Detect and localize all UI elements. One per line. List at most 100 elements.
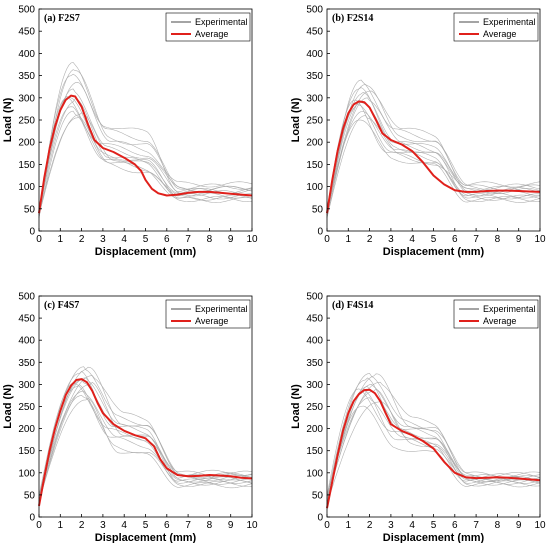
y-tick-label: 100 — [306, 182, 323, 193]
experimental-curve — [326, 99, 541, 210]
legend-average-label: Average — [195, 29, 228, 39]
panel-title: (d) F4S14 — [332, 300, 373, 311]
x-axis-label: Displacement (mm) — [383, 532, 485, 543]
y-tick-label: 200 — [306, 424, 323, 435]
average-curve — [326, 100, 541, 214]
y-tick-label: 0 — [317, 513, 323, 524]
experimental-curve — [38, 81, 253, 210]
y-tick-label: 300 — [306, 93, 323, 104]
legend-average-label: Average — [483, 29, 516, 39]
y-tick-label: 450 — [18, 27, 35, 38]
legend-box — [453, 299, 539, 329]
experimental-curve — [38, 112, 253, 216]
experimental-curve — [38, 384, 252, 499]
x-tick-label: 5 — [431, 234, 437, 245]
legend-box — [165, 299, 251, 329]
experimental-curve — [38, 61, 253, 218]
y-axis-label: Load (N) — [2, 384, 14, 429]
average-curve — [38, 94, 253, 214]
x-tick-label: 8 — [495, 520, 501, 531]
experimental-curve — [326, 84, 541, 216]
experimental-curve — [38, 88, 253, 218]
experimental-curve — [38, 110, 253, 218]
y-tick-label: 150 — [18, 446, 35, 457]
y-tick-label: 50 — [312, 204, 324, 215]
y-tick-label: 400 — [18, 49, 35, 60]
x-tick-label: 9 — [228, 234, 234, 245]
y-tick-label: 500 — [18, 5, 35, 16]
x-tick-label: 6 — [452, 520, 458, 531]
legend-experimental-label: Experimental — [483, 17, 536, 27]
experimental-curve — [38, 395, 253, 504]
y-tick-label: 450 — [18, 314, 35, 325]
y-tick-label: 450 — [306, 314, 323, 325]
y-tick-label: 500 — [18, 292, 35, 303]
x-tick-label: 2 — [367, 520, 373, 531]
experimental-curve — [38, 106, 253, 210]
x-tick-label: 7 — [185, 520, 191, 531]
x-tick-label: 8 — [207, 520, 213, 531]
y-tick-label: 100 — [306, 468, 323, 479]
x-tick-label: 5 — [143, 234, 149, 245]
legend-box — [453, 12, 539, 42]
experimental-curve — [326, 400, 541, 504]
experimental-curve — [38, 370, 253, 499]
experimental-curve — [38, 390, 253, 496]
plot-frame — [326, 295, 541, 518]
x-tick-label: 1 — [58, 520, 64, 531]
experimental-curve — [326, 115, 541, 218]
chart-panel: 0 1 2 3 4 5 6 7 8 9 100501001502002503003504004505… — [290, 5, 546, 259]
x-tick-label: 10 — [246, 234, 258, 245]
y-tick-label: 350 — [18, 71, 35, 82]
experimental-curve — [38, 381, 253, 502]
experimental-curve — [38, 95, 253, 216]
y-tick-label: 300 — [18, 380, 35, 391]
y-tick-label: 0 — [29, 227, 35, 238]
x-tick-label: 6 — [164, 520, 170, 531]
y-tick-label: 300 — [18, 93, 35, 104]
y-tick-label: 250 — [18, 402, 35, 413]
chart-panel: 0 1 2 3 4 5 6 7 8 9 100501001502002503003504004505… — [2, 292, 258, 543]
x-tick-label: 0 — [324, 520, 330, 531]
x-axis-label: Displacement (mm) — [95, 532, 197, 543]
chart-panel: 0 1 2 3 4 5 6 7 8 9 100501001502002503003504004505… — [290, 292, 546, 543]
y-tick-label: 250 — [306, 116, 323, 127]
experimental-curve — [326, 87, 541, 213]
x-tick-label: 4 — [409, 234, 415, 245]
x-tick-label: 2 — [79, 234, 85, 245]
y-tick-label: 350 — [306, 71, 323, 82]
y-tick-label: 500 — [306, 5, 323, 16]
y-tick-label: 0 — [317, 227, 323, 238]
legend-experimental-label: Experimental — [195, 17, 248, 27]
experimental-curve — [326, 373, 541, 502]
x-axis-label: Displacement (mm) — [383, 246, 485, 258]
x-tick-label: 5 — [143, 520, 149, 531]
x-tick-label: 4 — [409, 520, 415, 531]
panel-title: (b) F2S14 — [332, 13, 373, 24]
experimental-curve — [38, 397, 253, 502]
y-tick-label: 50 — [312, 490, 324, 501]
experimental-curve — [38, 69, 253, 216]
y-tick-label: 450 — [306, 27, 323, 38]
y-tick-label: 350 — [18, 358, 35, 369]
average-curve — [38, 378, 253, 507]
experimental-curve — [38, 377, 253, 496]
chart-panel: 0 1 2 3 4 5 6 7 8 9 100501001502002503003504004505… — [2, 5, 258, 259]
x-tick-label: 2 — [79, 520, 85, 531]
experimental-curve — [326, 119, 541, 216]
x-tick-label: 10 — [534, 234, 546, 245]
legend-box — [165, 12, 251, 42]
x-tick-label: 0 — [324, 234, 330, 245]
y-axis-label: Load (N) — [290, 97, 302, 142]
y-tick-label: 400 — [18, 336, 35, 347]
x-tick-label: 0 — [36, 520, 42, 531]
x-tick-label: 10 — [534, 520, 546, 531]
experimental-curve — [38, 366, 253, 504]
x-tick-label: 7 — [473, 520, 479, 531]
x-tick-label: 3 — [388, 520, 394, 531]
x-tick-label: 1 — [346, 520, 352, 531]
experimental-curve — [38, 98, 253, 213]
y-tick-label: 350 — [306, 358, 323, 369]
x-tick-label: 9 — [228, 520, 234, 531]
